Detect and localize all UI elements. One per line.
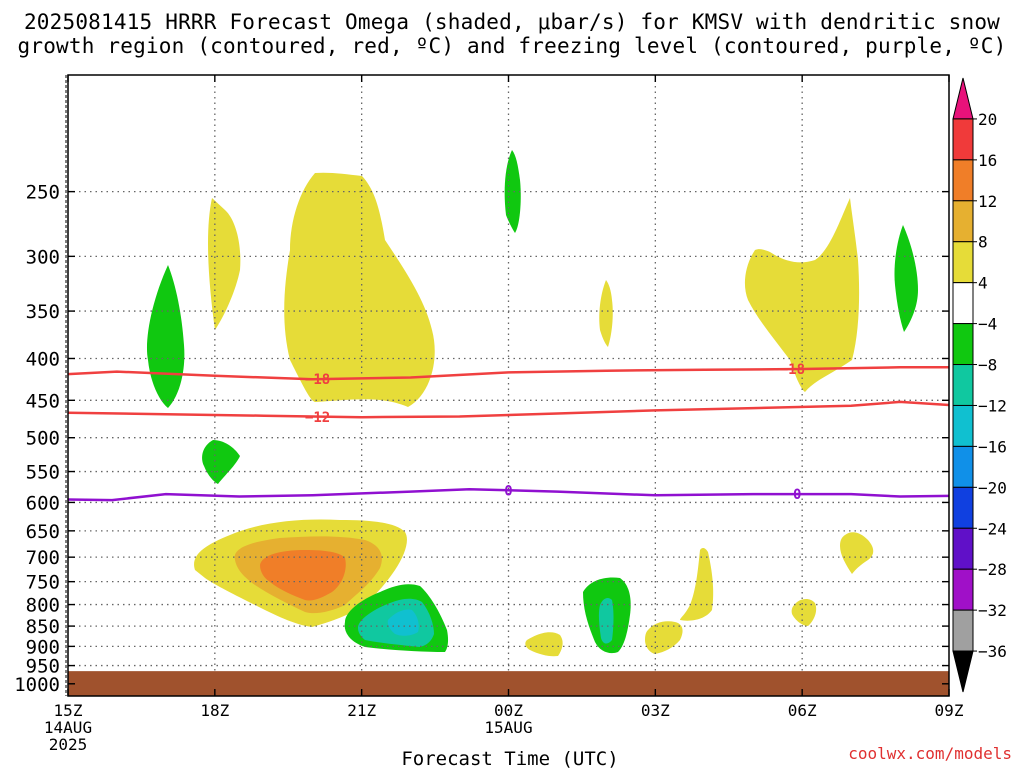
colorbar-swatch: [952, 282, 974, 325]
colorbar-label: −28: [978, 560, 1007, 579]
colorbar-swatch: [952, 364, 974, 406]
y-tick-label: 250: [26, 182, 60, 204]
omega-region-positive: [791, 598, 817, 626]
x-tick-label: 06Z: [788, 701, 817, 720]
colorbar-label: 16: [978, 151, 997, 170]
colorbar-swatch: [952, 609, 974, 652]
y-tick-label: 600: [26, 492, 60, 514]
colorbar-swatch: [952, 323, 974, 366]
colorbar-swatch: [952, 445, 974, 488]
y-tick-label: 800: [26, 595, 60, 617]
colorbar-swatch: [952, 404, 974, 447]
contour-line: [68, 487, 949, 502]
omega-region-positive: [680, 547, 714, 621]
contour-line: [68, 366, 949, 381]
contour-label: −18: [305, 372, 330, 388]
chart-title-line-2: growth region (contoured, red, ºC) and f…: [17, 34, 1007, 58]
colorbar-label: −32: [978, 601, 1007, 620]
y-axis: 2503003504004505005506006507007508008509…: [14, 182, 949, 696]
temperature-contours: −18 −18 −12 0 0: [68, 362, 949, 503]
colorbar-label: −20: [978, 478, 1007, 497]
omega-region-negative: [894, 225, 918, 332]
colorbar-swatch: [952, 568, 974, 611]
colorbar-label: −36: [978, 642, 1007, 661]
colorbar-swatch: [952, 118, 974, 161]
x-tick-label: 18Z: [200, 701, 229, 720]
colorbar-label: −16: [978, 437, 1007, 456]
y-tick-label: 850: [26, 616, 60, 638]
omega-region-positive: [599, 280, 613, 347]
contour-label: −18: [780, 362, 805, 378]
y-tick-label: 700: [26, 547, 60, 569]
omega-shading: [146, 150, 918, 657]
y-tick-label: 550: [26, 462, 60, 484]
colorbar-label: −12: [978, 396, 1007, 415]
y-tick-label: 950: [26, 656, 60, 678]
colorbar: 20 16 12 8 4 −4 −8 −12 −16 −20 −24 −28 −32 −36: [952, 77, 1007, 693]
chart-title-line-1: 2025081415 HRRR Forecast Omega (shaded, …: [23, 10, 1001, 34]
colorbar-label: −4: [978, 315, 997, 334]
omega-region-positive: [260, 550, 346, 601]
y-tick-label: 1000: [14, 674, 60, 696]
colorbar-swatch: [952, 527, 974, 570]
omega-region-negative: [504, 150, 521, 233]
omega-region-negative: [202, 440, 240, 484]
y-tick-label: 650: [26, 521, 60, 543]
contour-label: 0: [793, 487, 801, 503]
y-tick-label: 300: [26, 246, 60, 268]
y-tick-label: 750: [26, 572, 60, 594]
colorbar-swatch: [952, 650, 974, 693]
omega-region-positive: [208, 198, 241, 330]
x-tick-label: 09Z: [935, 701, 964, 720]
y-tick-label: 500: [26, 428, 60, 450]
x-tick-label: 15AUG: [484, 718, 532, 737]
omega-region-negative: [387, 609, 419, 636]
colorbar-label: −8: [978, 356, 997, 375]
x-tick-label: 2025: [49, 735, 88, 754]
colorbar-swatch: [952, 486, 974, 529]
x-tick-label: 03Z: [641, 701, 670, 720]
y-tick-label: 400: [26, 348, 60, 370]
colorbar-label: 20: [978, 110, 997, 129]
contour-label: −12: [305, 410, 330, 426]
x-axis-label: Forecast Time (UTC): [401, 748, 618, 768]
credit-link[interactable]: coolwx.com/models: [848, 744, 1012, 763]
omega-region-positive: [525, 632, 563, 657]
omega-region-positive: [284, 172, 435, 407]
y-tick-label: 450: [26, 390, 60, 412]
x-tick-label: 21Z: [347, 701, 376, 720]
colorbar-swatch: [952, 77, 974, 120]
colorbar-swatch: [952, 241, 974, 284]
colorbar-swatch: [952, 159, 974, 202]
colorbar-label: 4: [978, 274, 988, 293]
y-tick-label: 350: [26, 301, 60, 323]
colorbar-label: 12: [978, 192, 997, 211]
colorbar-label: −24: [978, 519, 1007, 538]
omega-region-positive: [840, 532, 874, 574]
x-tick-label: 00Z: [494, 701, 523, 720]
x-tick-label: 15Z: [54, 701, 83, 720]
colorbar-swatch: [952, 200, 974, 243]
x-tick-label: 14AUG: [44, 718, 92, 737]
contour-line: [68, 400, 949, 419]
contour-label: 0: [504, 483, 512, 499]
colorbar-label: 8: [978, 233, 988, 252]
omega-region-negative: [598, 597, 614, 644]
y-tick-label: 900: [26, 636, 60, 658]
